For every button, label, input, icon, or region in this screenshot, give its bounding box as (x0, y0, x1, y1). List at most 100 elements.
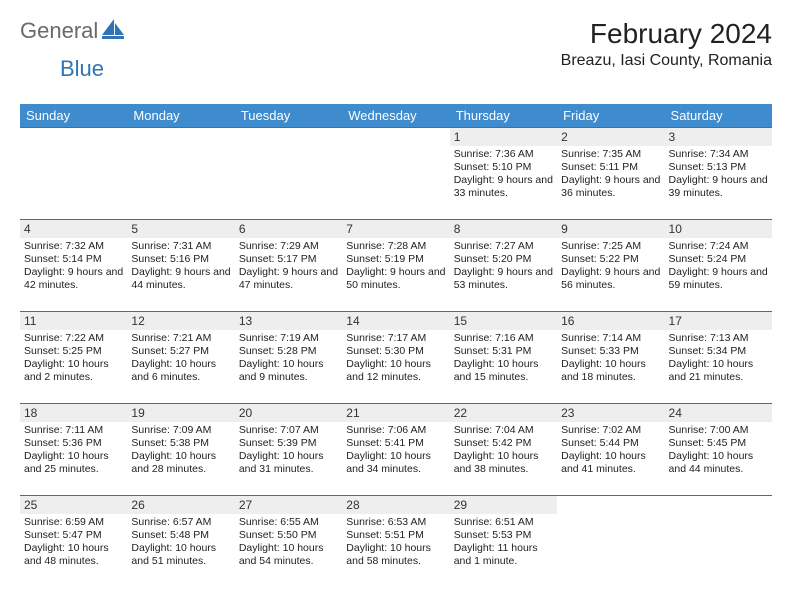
calendar-week-row: 1Sunrise: 7:36 AMSunset: 5:10 PMDaylight… (20, 128, 772, 220)
calendar-day-cell: 14Sunrise: 7:17 AMSunset: 5:30 PMDayligh… (342, 312, 449, 404)
calendar-body: 1Sunrise: 7:36 AMSunset: 5:10 PMDaylight… (20, 128, 772, 588)
calendar-day-cell: 17Sunrise: 7:13 AMSunset: 5:34 PMDayligh… (665, 312, 772, 404)
day-details: Sunrise: 7:28 AMSunset: 5:19 PMDaylight:… (342, 238, 449, 297)
day-details: Sunrise: 7:16 AMSunset: 5:31 PMDaylight:… (450, 330, 557, 389)
day-number: 16 (557, 312, 664, 330)
logo-text-blue: Blue (60, 56, 104, 81)
day-number: 13 (235, 312, 342, 330)
calendar-empty-cell (20, 128, 127, 220)
calendar-day-cell: 3Sunrise: 7:34 AMSunset: 5:13 PMDaylight… (665, 128, 772, 220)
day-number: 17 (665, 312, 772, 330)
day-details: Sunrise: 6:51 AMSunset: 5:53 PMDaylight:… (450, 514, 557, 573)
day-details: Sunrise: 7:11 AMSunset: 5:36 PMDaylight:… (20, 422, 127, 481)
day-details: Sunrise: 7:32 AMSunset: 5:14 PMDaylight:… (20, 238, 127, 297)
day-number: 26 (127, 496, 234, 514)
calendar-day-cell: 5Sunrise: 7:31 AMSunset: 5:16 PMDaylight… (127, 220, 234, 312)
weekday-header: Wednesday (342, 104, 449, 128)
calendar-day-cell: 28Sunrise: 6:53 AMSunset: 5:51 PMDayligh… (342, 496, 449, 588)
day-number: 2 (557, 128, 664, 146)
logo-text-general: General (20, 18, 98, 44)
day-number: 11 (20, 312, 127, 330)
calendar-day-cell: 6Sunrise: 7:29 AMSunset: 5:17 PMDaylight… (235, 220, 342, 312)
day-number: 6 (235, 220, 342, 238)
day-number: 8 (450, 220, 557, 238)
day-number: 4 (20, 220, 127, 238)
day-details: Sunrise: 6:53 AMSunset: 5:51 PMDaylight:… (342, 514, 449, 573)
calendar-day-cell: 21Sunrise: 7:06 AMSunset: 5:41 PMDayligh… (342, 404, 449, 496)
day-number: 14 (342, 312, 449, 330)
day-number: 27 (235, 496, 342, 514)
day-number: 7 (342, 220, 449, 238)
day-details: Sunrise: 7:21 AMSunset: 5:27 PMDaylight:… (127, 330, 234, 389)
day-number: 1 (450, 128, 557, 146)
day-number: 19 (127, 404, 234, 422)
calendar-day-cell: 9Sunrise: 7:25 AMSunset: 5:22 PMDaylight… (557, 220, 664, 312)
calendar-day-cell: 20Sunrise: 7:07 AMSunset: 5:39 PMDayligh… (235, 404, 342, 496)
calendar-day-cell: 7Sunrise: 7:28 AMSunset: 5:19 PMDaylight… (342, 220, 449, 312)
day-details: Sunrise: 7:04 AMSunset: 5:42 PMDaylight:… (450, 422, 557, 481)
day-details: Sunrise: 6:57 AMSunset: 5:48 PMDaylight:… (127, 514, 234, 573)
day-number: 12 (127, 312, 234, 330)
day-details: Sunrise: 7:27 AMSunset: 5:20 PMDaylight:… (450, 238, 557, 297)
day-number: 24 (665, 404, 772, 422)
calendar-day-cell: 15Sunrise: 7:16 AMSunset: 5:31 PMDayligh… (450, 312, 557, 404)
calendar-day-cell: 11Sunrise: 7:22 AMSunset: 5:25 PMDayligh… (20, 312, 127, 404)
day-number: 21 (342, 404, 449, 422)
weekday-header: Monday (127, 104, 234, 128)
day-number: 25 (20, 496, 127, 514)
calendar-day-cell: 23Sunrise: 7:02 AMSunset: 5:44 PMDayligh… (557, 404, 664, 496)
weekday-header: Sunday (20, 104, 127, 128)
calendar-day-cell: 24Sunrise: 7:00 AMSunset: 5:45 PMDayligh… (665, 404, 772, 496)
calendar-header-row: SundayMondayTuesdayWednesdayThursdayFrid… (20, 104, 772, 128)
calendar-empty-cell (342, 128, 449, 220)
day-details: Sunrise: 7:35 AMSunset: 5:11 PMDaylight:… (557, 146, 664, 205)
day-number: 10 (665, 220, 772, 238)
calendar-day-cell: 13Sunrise: 7:19 AMSunset: 5:28 PMDayligh… (235, 312, 342, 404)
day-details: Sunrise: 7:17 AMSunset: 5:30 PMDaylight:… (342, 330, 449, 389)
calendar-week-row: 18Sunrise: 7:11 AMSunset: 5:36 PMDayligh… (20, 404, 772, 496)
calendar-day-cell: 1Sunrise: 7:36 AMSunset: 5:10 PMDaylight… (450, 128, 557, 220)
day-details: Sunrise: 7:14 AMSunset: 5:33 PMDaylight:… (557, 330, 664, 389)
calendar-day-cell: 16Sunrise: 7:14 AMSunset: 5:33 PMDayligh… (557, 312, 664, 404)
day-number: 3 (665, 128, 772, 146)
day-number: 29 (450, 496, 557, 514)
day-details: Sunrise: 7:25 AMSunset: 5:22 PMDaylight:… (557, 238, 664, 297)
logo: General (20, 18, 126, 44)
calendar-day-cell: 10Sunrise: 7:24 AMSunset: 5:24 PMDayligh… (665, 220, 772, 312)
day-details: Sunrise: 7:19 AMSunset: 5:28 PMDaylight:… (235, 330, 342, 389)
calendar-empty-cell (665, 496, 772, 588)
day-number: 9 (557, 220, 664, 238)
day-number: 15 (450, 312, 557, 330)
day-details: Sunrise: 7:34 AMSunset: 5:13 PMDaylight:… (665, 146, 772, 205)
weekday-header: Friday (557, 104, 664, 128)
day-details: Sunrise: 7:00 AMSunset: 5:45 PMDaylight:… (665, 422, 772, 481)
day-details: Sunrise: 7:36 AMSunset: 5:10 PMDaylight:… (450, 146, 557, 205)
calendar-week-row: 25Sunrise: 6:59 AMSunset: 5:47 PMDayligh… (20, 496, 772, 588)
day-details: Sunrise: 6:55 AMSunset: 5:50 PMDaylight:… (235, 514, 342, 573)
calendar-day-cell: 25Sunrise: 6:59 AMSunset: 5:47 PMDayligh… (20, 496, 127, 588)
calendar-day-cell: 27Sunrise: 6:55 AMSunset: 5:50 PMDayligh… (235, 496, 342, 588)
month-title: February 2024 (561, 18, 772, 50)
calendar-day-cell: 19Sunrise: 7:09 AMSunset: 5:38 PMDayligh… (127, 404, 234, 496)
calendar-table: SundayMondayTuesdayWednesdayThursdayFrid… (20, 104, 772, 588)
day-details: Sunrise: 7:22 AMSunset: 5:25 PMDaylight:… (20, 330, 127, 389)
calendar-day-cell: 4Sunrise: 7:32 AMSunset: 5:14 PMDaylight… (20, 220, 127, 312)
calendar-week-row: 4Sunrise: 7:32 AMSunset: 5:14 PMDaylight… (20, 220, 772, 312)
day-number: 20 (235, 404, 342, 422)
day-details: Sunrise: 7:06 AMSunset: 5:41 PMDaylight:… (342, 422, 449, 481)
day-details: Sunrise: 6:59 AMSunset: 5:47 PMDaylight:… (20, 514, 127, 573)
calendar-day-cell: 18Sunrise: 7:11 AMSunset: 5:36 PMDayligh… (20, 404, 127, 496)
day-number: 28 (342, 496, 449, 514)
weekday-header: Thursday (450, 104, 557, 128)
calendar-week-row: 11Sunrise: 7:22 AMSunset: 5:25 PMDayligh… (20, 312, 772, 404)
day-details: Sunrise: 7:07 AMSunset: 5:39 PMDaylight:… (235, 422, 342, 481)
day-details: Sunrise: 7:13 AMSunset: 5:34 PMDaylight:… (665, 330, 772, 389)
weekday-header: Tuesday (235, 104, 342, 128)
calendar-empty-cell (127, 128, 234, 220)
day-details: Sunrise: 7:02 AMSunset: 5:44 PMDaylight:… (557, 422, 664, 481)
day-number: 18 (20, 404, 127, 422)
calendar-empty-cell (557, 496, 664, 588)
day-details: Sunrise: 7:09 AMSunset: 5:38 PMDaylight:… (127, 422, 234, 481)
day-details: Sunrise: 7:24 AMSunset: 5:24 PMDaylight:… (665, 238, 772, 297)
day-number: 5 (127, 220, 234, 238)
